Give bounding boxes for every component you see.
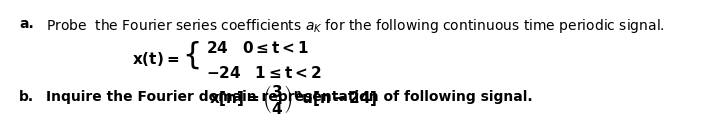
Text: b.: b. [19, 90, 34, 104]
Text: a.: a. [19, 17, 34, 31]
Text: $\mathbf{x[n] = \left(\dfrac{3}{4}\right)^{n}u[n-24]}$: $\mathbf{x[n] = \left(\dfrac{3}{4}\right… [210, 83, 377, 116]
Text: $\mathbf{24 \quad 0 \leq t < 1}$: $\mathbf{24 \quad 0 \leq t < 1}$ [206, 40, 309, 56]
Text: $\mathbf{x(t) = }$: $\mathbf{x(t) = }$ [132, 50, 180, 68]
Text: {: { [183, 40, 202, 69]
Text: Probe  the Fourier series coefficients $\mathbf{\it{a}}_{\mathbf{\it{K}}}$ for t: Probe the Fourier series coefficients $\… [46, 17, 665, 35]
Text: Inquire the Fourier domain representation of following signal.: Inquire the Fourier domain representatio… [46, 90, 532, 104]
Text: $\mathbf{-24 \quad 1 \leq t < 2}$: $\mathbf{-24 \quad 1 \leq t < 2}$ [206, 65, 322, 81]
